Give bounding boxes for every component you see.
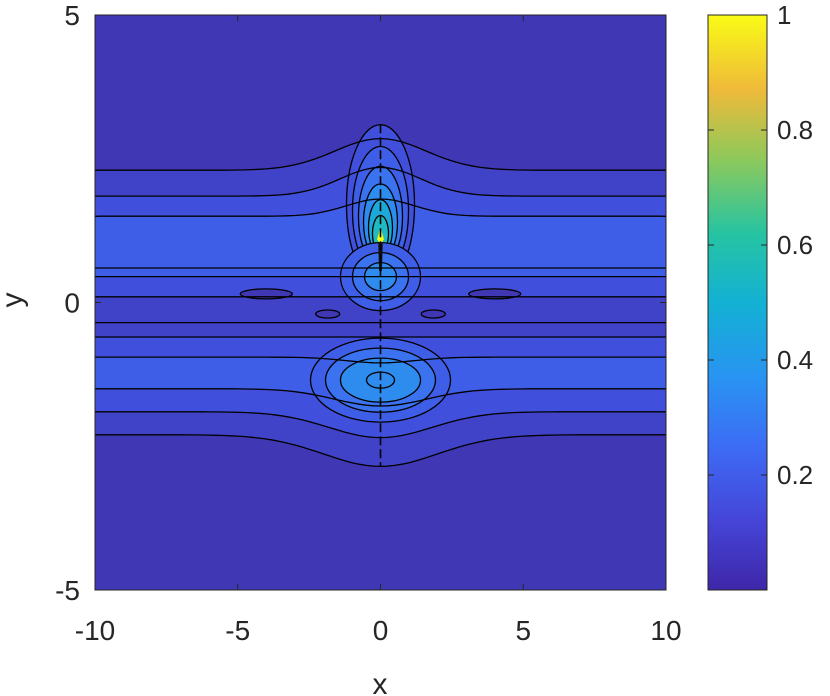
y-axis-label: y xyxy=(0,293,29,308)
colorbar-tick-labels: 0.2 0.4 0.6 0.8 1 xyxy=(777,0,813,490)
contour-line xyxy=(95,166,666,197)
y-tick-label: -5 xyxy=(55,575,80,606)
x-tick-label: 10 xyxy=(650,615,681,646)
contour-line xyxy=(95,198,666,217)
contour-line xyxy=(95,434,666,468)
colorbar-ticks xyxy=(708,14,767,476)
x-axis-label: x xyxy=(373,668,388,696)
contour-plot-area xyxy=(95,15,666,590)
contour-blobs xyxy=(239,124,522,467)
y-tick-label: 5 xyxy=(64,0,80,31)
x-tick-label: 5 xyxy=(515,615,531,646)
axis-tick-labels: -10 -5 0 5 10 -5 0 5 xyxy=(55,0,681,646)
colorbar-tick-label: 0.4 xyxy=(777,345,813,375)
contour-line xyxy=(95,137,666,171)
side-island-contour xyxy=(420,309,446,319)
contour-line xyxy=(95,411,666,439)
x-tick-label: 0 xyxy=(373,615,389,646)
colorbar-tick-label: 0.8 xyxy=(777,115,813,145)
contour-line xyxy=(95,356,666,364)
x-tick-label: -5 xyxy=(225,615,250,646)
axis-ticks xyxy=(94,14,667,591)
colorbar-tick-label: 0.6 xyxy=(777,230,813,260)
colorbar xyxy=(707,14,768,591)
colorbar-tick-label: 1 xyxy=(777,0,791,30)
x-tick-label: -10 xyxy=(75,615,115,646)
contour-lines xyxy=(95,137,666,468)
side-island-contour xyxy=(315,309,341,319)
contour-line xyxy=(95,388,666,407)
contour-band xyxy=(95,322,666,337)
y-tick-label: 0 xyxy=(64,288,80,319)
colorbar-tick-label: 0.2 xyxy=(777,460,813,490)
